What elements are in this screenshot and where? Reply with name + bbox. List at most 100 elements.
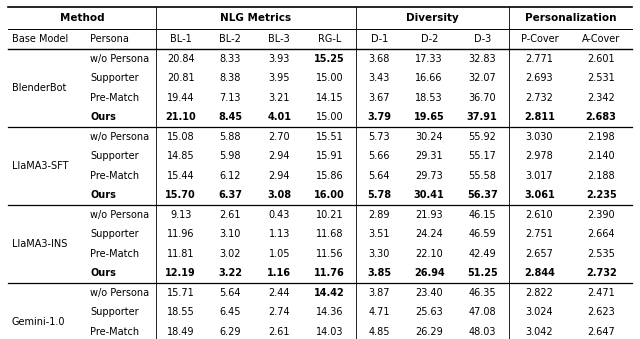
Text: 3.22: 3.22 xyxy=(218,268,242,278)
Text: 29.73: 29.73 xyxy=(415,171,443,181)
Text: 2.140: 2.140 xyxy=(588,151,615,161)
Text: 2.623: 2.623 xyxy=(588,307,615,317)
Text: 15.71: 15.71 xyxy=(167,288,195,298)
Text: 4.85: 4.85 xyxy=(369,327,390,337)
Text: 32.07: 32.07 xyxy=(468,73,496,83)
Text: 1.13: 1.13 xyxy=(269,229,290,239)
Text: 26.94: 26.94 xyxy=(414,268,445,278)
Text: 16.00: 16.00 xyxy=(314,190,345,200)
Text: 2.70: 2.70 xyxy=(269,132,290,142)
Text: 3.061: 3.061 xyxy=(524,190,555,200)
Text: 2.89: 2.89 xyxy=(369,210,390,220)
Text: 18.55: 18.55 xyxy=(167,307,195,317)
Text: 10.21: 10.21 xyxy=(316,210,344,220)
Text: 19.44: 19.44 xyxy=(167,93,195,103)
Text: 11.56: 11.56 xyxy=(316,249,344,259)
Text: 3.024: 3.024 xyxy=(525,307,554,317)
Text: 2.771: 2.771 xyxy=(525,54,554,64)
Text: Personalization: Personalization xyxy=(525,13,616,23)
Text: BlenderBot: BlenderBot xyxy=(12,83,67,93)
Text: 11.81: 11.81 xyxy=(167,249,195,259)
Text: 2.74: 2.74 xyxy=(269,307,290,317)
Text: Ours: Ours xyxy=(90,112,116,122)
Text: 48.03: 48.03 xyxy=(468,327,496,337)
Text: 3.95: 3.95 xyxy=(269,73,290,83)
Text: D-3: D-3 xyxy=(474,34,491,44)
Text: 8.45: 8.45 xyxy=(218,112,242,122)
Text: 2.693: 2.693 xyxy=(525,73,554,83)
Text: 15.00: 15.00 xyxy=(316,73,344,83)
Text: 3.10: 3.10 xyxy=(220,229,241,239)
Text: 2.61: 2.61 xyxy=(269,327,290,337)
Text: 15.86: 15.86 xyxy=(316,171,344,181)
Text: 46.35: 46.35 xyxy=(468,288,496,298)
Text: 30.24: 30.24 xyxy=(415,132,443,142)
Text: Supporter: Supporter xyxy=(90,229,139,239)
Text: 3.02: 3.02 xyxy=(220,249,241,259)
Text: Supporter: Supporter xyxy=(90,307,139,317)
Text: Pre-Match: Pre-Match xyxy=(90,249,140,259)
Text: 29.31: 29.31 xyxy=(415,151,443,161)
Text: 1.16: 1.16 xyxy=(268,268,291,278)
Text: Pre-Match: Pre-Match xyxy=(90,327,140,337)
Text: 30.41: 30.41 xyxy=(414,190,445,200)
Text: LlaMA3-SFT: LlaMA3-SFT xyxy=(12,161,68,171)
Text: 11.96: 11.96 xyxy=(167,229,195,239)
Text: BL-3: BL-3 xyxy=(269,34,291,44)
Text: NLG Metrics: NLG Metrics xyxy=(220,13,291,23)
Text: 3.79: 3.79 xyxy=(367,112,391,122)
Text: 2.94: 2.94 xyxy=(269,151,290,161)
Text: 2.978: 2.978 xyxy=(525,151,554,161)
Text: 12.19: 12.19 xyxy=(165,268,196,278)
Text: 8.38: 8.38 xyxy=(220,73,241,83)
Text: 2.822: 2.822 xyxy=(525,288,554,298)
Text: 3.017: 3.017 xyxy=(525,171,554,181)
Text: 3.68: 3.68 xyxy=(369,54,390,64)
Text: Supporter: Supporter xyxy=(90,151,139,161)
Text: RG-L: RG-L xyxy=(318,34,342,44)
Text: w/o Persona: w/o Persona xyxy=(90,132,150,142)
Text: 26.29: 26.29 xyxy=(415,327,443,337)
Text: Diversity: Diversity xyxy=(406,13,458,23)
Text: Ours: Ours xyxy=(90,268,116,278)
Text: LlaMA3-INS: LlaMA3-INS xyxy=(12,239,67,249)
Text: 4.71: 4.71 xyxy=(369,307,390,317)
Text: 2.683: 2.683 xyxy=(586,112,616,122)
Text: 51.25: 51.25 xyxy=(467,268,497,278)
Text: 6.37: 6.37 xyxy=(218,190,242,200)
Text: 15.08: 15.08 xyxy=(167,132,195,142)
Text: 14.42: 14.42 xyxy=(314,288,345,298)
Text: 20.81: 20.81 xyxy=(167,73,195,83)
Text: Method: Method xyxy=(60,13,104,23)
Text: 2.732: 2.732 xyxy=(586,268,616,278)
Text: 46.15: 46.15 xyxy=(468,210,496,220)
Text: 22.10: 22.10 xyxy=(415,249,443,259)
Text: 18.53: 18.53 xyxy=(415,93,443,103)
Text: 14.85: 14.85 xyxy=(167,151,195,161)
Text: 55.17: 55.17 xyxy=(468,151,496,161)
Text: w/o Persona: w/o Persona xyxy=(90,210,150,220)
Text: 15.70: 15.70 xyxy=(165,190,196,200)
Text: 2.471: 2.471 xyxy=(588,288,615,298)
Text: 47.08: 47.08 xyxy=(468,307,496,317)
Text: 14.15: 14.15 xyxy=(316,93,344,103)
Text: Gemini-1.0: Gemini-1.0 xyxy=(12,317,65,327)
Text: 15.91: 15.91 xyxy=(316,151,344,161)
Text: 46.59: 46.59 xyxy=(468,229,496,239)
Text: 2.610: 2.610 xyxy=(525,210,554,220)
Text: 0.43: 0.43 xyxy=(269,210,290,220)
Text: BL-2: BL-2 xyxy=(219,34,241,44)
Text: 16.66: 16.66 xyxy=(415,73,443,83)
Text: 3.30: 3.30 xyxy=(369,249,390,259)
Text: 1.05: 1.05 xyxy=(269,249,290,259)
Text: 2.657: 2.657 xyxy=(525,249,554,259)
Text: 2.647: 2.647 xyxy=(588,327,615,337)
Text: 2.844: 2.844 xyxy=(524,268,555,278)
Text: 5.64: 5.64 xyxy=(220,288,241,298)
Text: 5.88: 5.88 xyxy=(220,132,241,142)
Text: 5.98: 5.98 xyxy=(220,151,241,161)
Text: 2.751: 2.751 xyxy=(525,229,554,239)
Text: D-1: D-1 xyxy=(371,34,388,44)
Text: 2.188: 2.188 xyxy=(588,171,615,181)
Text: 23.40: 23.40 xyxy=(415,288,443,298)
